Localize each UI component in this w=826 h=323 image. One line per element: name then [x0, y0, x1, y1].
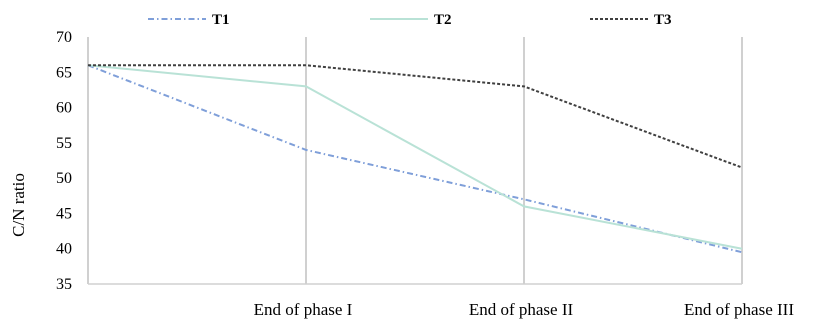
y-tick-label: 60	[56, 100, 72, 117]
y-tick-label: 70	[56, 29, 72, 46]
y-tick-label: 55	[56, 135, 72, 152]
x-category-label: End of phase II	[469, 300, 574, 319]
y-axis-tick-labels: 35 40 45 50 55 60 65 70	[56, 29, 72, 293]
x-category-label: End of phase I	[254, 300, 353, 319]
series-line-t3	[88, 64, 743, 169]
legend-label-t1: T1	[212, 12, 230, 28]
legend-label-t3: T3	[654, 12, 672, 28]
y-axis-label: C/N ratio	[9, 173, 28, 237]
series-line-t2	[87, 64, 743, 250]
y-tick-label: 40	[56, 241, 72, 258]
y-tick-label: 45	[56, 205, 72, 222]
y-tick-label: 65	[56, 64, 72, 81]
series-line-t1	[87, 64, 743, 254]
vertical-gridlines	[305, 37, 743, 284]
chart-axes	[87, 37, 742, 285]
x-category-label: End of phase III	[684, 300, 794, 319]
x-axis-category-labels: End of phase I End of phase II End of phas…	[254, 300, 795, 319]
series-lines	[87, 64, 743, 254]
chart-legend: T1 T2 T3	[148, 12, 672, 28]
legend-label-t2: T2	[434, 12, 452, 28]
y-tick-label: 50	[56, 170, 72, 187]
y-tick-label: 35	[56, 276, 72, 293]
